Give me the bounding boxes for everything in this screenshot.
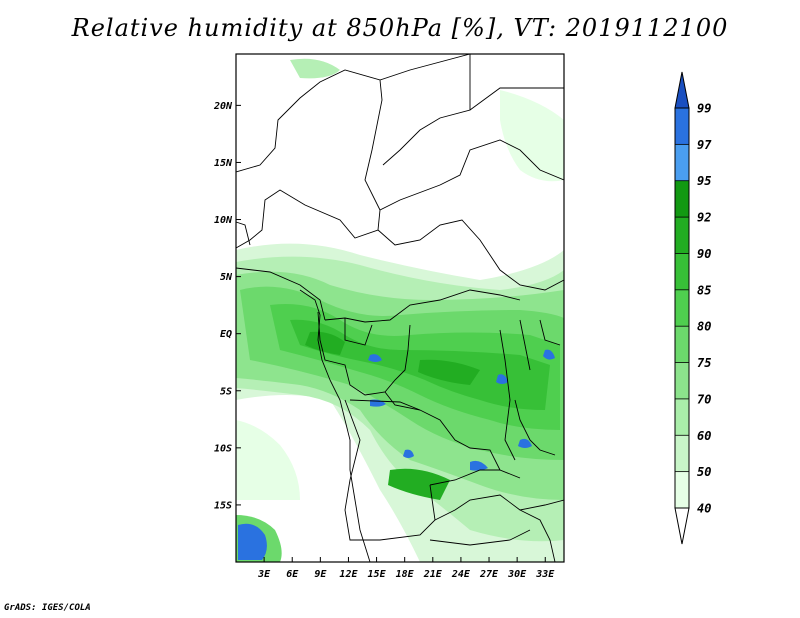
colorbar-segment: [675, 217, 689, 254]
lon-tick-label: 21E: [423, 569, 443, 580]
colorbar-label: 90: [697, 247, 711, 261]
colorbar-label: 80: [697, 320, 711, 334]
lat-tick-label: 5S: [220, 386, 232, 397]
colorbar-low-arrow: [674, 507, 690, 545]
colorbar-label: 70: [697, 392, 711, 406]
grads-credit: GrADS: IGES/COLA: [4, 603, 91, 613]
colorbar-label: 60: [697, 429, 711, 443]
lat-tick-label: 15S: [214, 500, 232, 511]
colorbar-segment: [675, 289, 689, 327]
map-frame: [235, 53, 565, 563]
lon-tick-label: 15E: [368, 569, 387, 580]
colorbar-segment: [675, 398, 689, 436]
colorbar-segment: [675, 108, 689, 145]
colorbar-segment: [675, 180, 689, 218]
lon-tick-label: 30E: [507, 569, 527, 580]
lon-tick-label: 18E: [396, 569, 415, 580]
colorbar-segment: [675, 435, 689, 472]
lat-tick-label: 15N: [214, 158, 233, 169]
map-title: Relative humidity at 850hPa [%], VT: 201…: [71, 14, 729, 42]
lon-tick-label: 6E: [286, 569, 299, 580]
lon-tick-label: 12E: [339, 569, 358, 580]
lon-tick-label: 3E: [257, 569, 271, 580]
humidity-field: [236, 54, 564, 562]
colorbar-segment: [675, 253, 689, 290]
lat-tick-label: 5N: [220, 272, 233, 283]
colorbar: 40 50 60 70 75 80 85 90 92 95 97 99: [674, 71, 712, 545]
latitude-axis: 20N 15N 10N 5N EQ 5S 10S 15S: [213, 101, 241, 511]
lon-tick-label: 33E: [535, 569, 555, 580]
coastline: [235, 221, 371, 563]
colorbar-label: 40: [697, 502, 711, 516]
lat-tick-label: EQ: [220, 329, 232, 340]
colorbar-label: 99: [697, 102, 711, 116]
colorbar-label: 92: [697, 211, 711, 225]
colorbar-high-arrow: [674, 71, 690, 109]
colorbar-label: 97: [697, 138, 712, 152]
colorbar-label: 75: [697, 356, 711, 370]
colorbar-segment: [675, 471, 689, 508]
lat-tick-label: 10S: [214, 443, 232, 454]
lon-tick-label: 9E: [314, 569, 327, 580]
lon-tick-label: 27E: [479, 569, 499, 580]
colorbar-label: 85: [697, 283, 711, 297]
colorbar-label: 95: [697, 174, 711, 188]
colorbar-segment: [675, 362, 689, 399]
colorbar-label: 50: [697, 465, 711, 479]
country-borders: [236, 54, 564, 562]
colorbar-segment: [675, 326, 689, 363]
lat-tick-label: 10N: [214, 215, 233, 226]
colorbar-segment: [675, 144, 689, 181]
lon-tick-label: 24E: [451, 569, 471, 580]
lat-tick-label: 20N: [213, 101, 233, 112]
longitude-axis: 3E 6E 9E 12E 15E 18E 21E 24E 27E 30E 33E: [257, 557, 555, 580]
